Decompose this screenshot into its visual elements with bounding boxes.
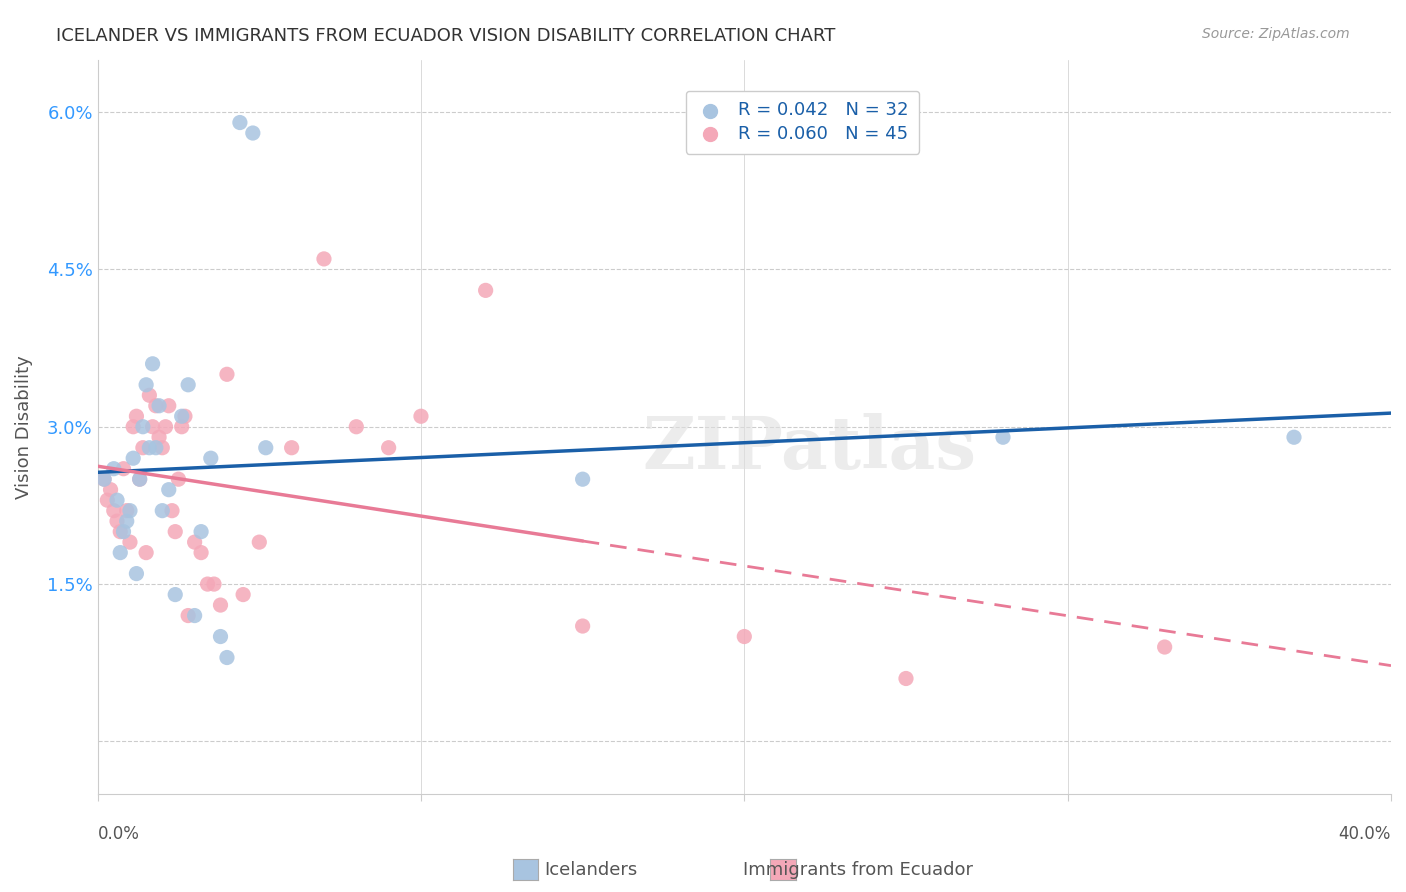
Point (135, 546, 157, 560)
Text: Icelanders: Icelanders (544, 861, 637, 879)
Point (115, 503, 138, 517)
Point (150, 441, 173, 455)
Point (174, 409, 197, 424)
Point (148, 399, 170, 413)
Point (142, 357, 165, 371)
Point (167, 472, 190, 486)
Point (377, 441, 399, 455)
Point (215, 650, 238, 665)
Point (96, 493, 118, 508)
Point (165, 588, 187, 602)
Point (110, 524, 132, 539)
Point (280, 441, 302, 455)
Point (177, 608, 200, 623)
Point (344, 419, 367, 434)
Point (190, 546, 212, 560)
Point (209, 598, 232, 612)
Point (112, 461, 135, 475)
Point (229, 115, 252, 129)
Point (122, 451, 145, 466)
Point (200, 451, 222, 466)
Point (148, 430, 170, 444)
Point (232, 588, 254, 602)
Text: ZIPatlas: ZIPatlas (643, 413, 976, 484)
Text: 40.0%: 40.0% (1339, 825, 1391, 843)
Point (105, 514, 128, 528)
Point (894, 672, 917, 686)
Point (242, 126, 264, 140)
Point (132, 419, 155, 434)
Point (100, 483, 122, 497)
Point (190, 524, 212, 539)
Point (474, 284, 496, 298)
Point (197, 577, 219, 591)
Point (209, 630, 232, 644)
Point (215, 368, 238, 382)
Point (160, 503, 183, 517)
Point (125, 566, 148, 581)
Point (103, 461, 125, 475)
Point (122, 419, 145, 434)
Point (103, 503, 125, 517)
Point (312, 252, 335, 266)
Point (733, 630, 755, 644)
Point (145, 399, 167, 413)
Point (145, 441, 167, 455)
Point (105, 493, 128, 508)
Point (142, 419, 165, 434)
Point (991, 430, 1014, 444)
Point (157, 399, 180, 413)
Point (135, 377, 157, 392)
Point (183, 608, 205, 623)
Point (247, 535, 270, 549)
Point (93, 472, 115, 486)
Point (138, 441, 160, 455)
Point (183, 535, 205, 549)
Point (132, 441, 155, 455)
Point (571, 619, 593, 633)
Point (115, 514, 138, 528)
Point (118, 535, 141, 549)
Point (202, 577, 225, 591)
Point (150, 503, 173, 517)
Text: Source: ZipAtlas.com: Source: ZipAtlas.com (1202, 27, 1350, 41)
Point (177, 377, 200, 392)
Point (170, 409, 193, 424)
Point (138, 388, 160, 402)
Point (1153, 640, 1175, 654)
Point (165, 524, 187, 539)
Point (170, 419, 193, 434)
Point (128, 472, 150, 486)
Point (112, 524, 135, 539)
Legend: R = 0.042   N = 32, R = 0.060   N = 45: R = 0.042 N = 32, R = 0.060 N = 45 (686, 91, 920, 153)
Y-axis label: Vision Disability: Vision Disability (15, 355, 32, 499)
Point (1282, 430, 1305, 444)
Text: 0.0%: 0.0% (97, 825, 139, 843)
Point (254, 441, 277, 455)
Text: Immigrants from Ecuador: Immigrants from Ecuador (742, 861, 973, 879)
Point (409, 409, 432, 424)
Point (125, 409, 148, 424)
Point (118, 503, 141, 517)
Text: ICELANDER VS IMMIGRANTS FROM ECUADOR VISION DISABILITY CORRELATION CHART: ICELANDER VS IMMIGRANTS FROM ECUADOR VIS… (56, 27, 835, 45)
Point (157, 483, 180, 497)
Point (110, 546, 132, 560)
Point (93, 472, 115, 486)
Point (128, 472, 150, 486)
Point (155, 419, 177, 434)
Point (571, 472, 593, 486)
